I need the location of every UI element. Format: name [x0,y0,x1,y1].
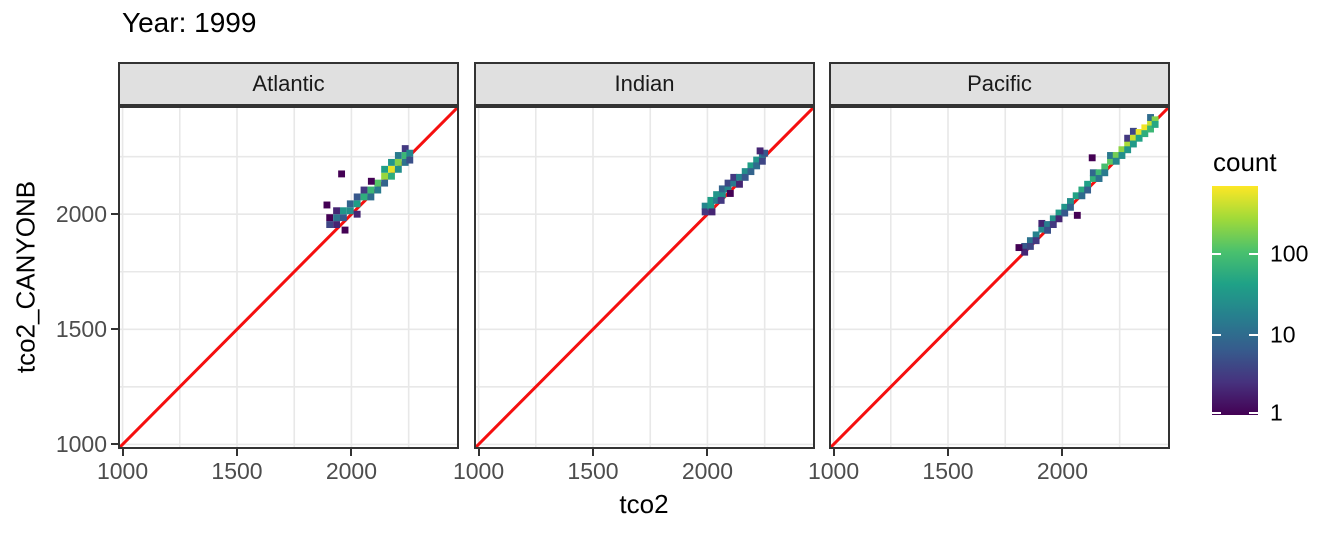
bins-layer [1015,114,1159,256]
x-tick-mark [236,449,238,456]
facet-panel-pacific [827,104,1172,451]
x-tick-mark [592,449,594,456]
y-tick-label: 1500 [55,316,107,343]
x-tick-label: 1000 [96,458,149,484]
facet-panel-indian [472,104,817,451]
y-tick-label: 2000 [55,201,107,228]
y-tick-label: 1000 [55,431,107,458]
panel-border [474,106,815,449]
panel-border [118,106,459,449]
bins-layer [323,145,414,234]
x-tick-mark [121,449,124,456]
x-tick-mark [477,449,480,456]
legend-tick-mark [1249,333,1258,336]
x-tick-label: 1500 [211,458,263,484]
x-tick-label: 1000 [452,458,505,484]
y-tick-mark [111,213,118,216]
facet-panel-atlantic [116,104,461,451]
legend-colorbar [1212,186,1258,415]
facet-strip-label: Atlantic [252,71,325,96]
facet-strip-label: Pacific [967,71,1032,96]
x-tick-label: 2000 [1036,458,1089,484]
bins-layer [701,147,769,216]
legend-title: count [1213,147,1277,177]
x-tick-mark [1061,449,1064,456]
x-tick-mark [350,449,353,456]
legend-tick-label: 1 [1270,399,1283,426]
x-tick-label: 2000 [325,458,378,484]
x-axis-title: tco2 [619,489,669,519]
facet-strip-pacific: Pacific [829,62,1170,106]
x-tick-label: 2000 [681,458,734,484]
legend-tick-label: 10 [1270,321,1296,347]
legend-tick-mark [1212,333,1221,336]
x-tick-mark [706,449,709,456]
x-tick-label: 1500 [567,458,619,484]
gridlines [474,106,815,449]
facet-strip-atlantic: Atlantic [118,62,459,106]
facet-strip-indian: Indian [474,62,815,106]
facet-strip-label: Indian [614,71,675,96]
legend-tick-mark [1249,253,1258,256]
x-tick-label: 1500 [922,458,974,484]
x-tick-mark [832,449,835,456]
legend-tick-mark [1212,412,1221,414]
legend-tick-mark [1249,412,1258,414]
legend-tick-label: 100 [1270,240,1309,267]
panel-border [829,106,1170,449]
y-tick-mark [111,328,118,331]
x-tick-mark [947,449,949,456]
x-tick-label: 1000 [807,458,860,484]
plot-title: Year: 1999 [122,7,257,38]
legend-tick-mark [1212,253,1221,256]
y-tick-mark [111,443,118,446]
